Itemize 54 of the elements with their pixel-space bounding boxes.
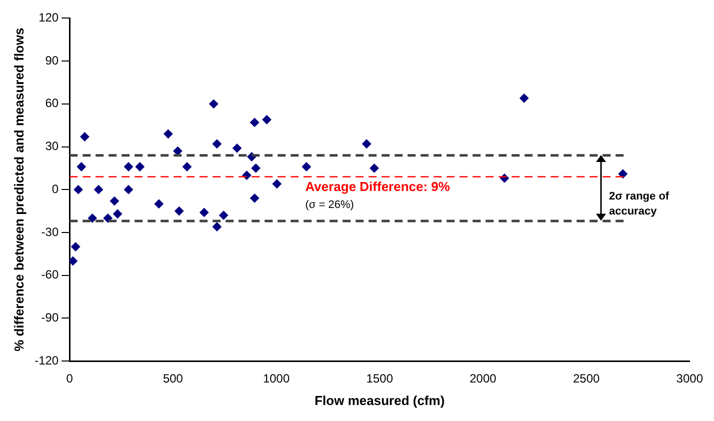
point	[103, 214, 112, 223]
x-tick-label: 2500	[572, 372, 600, 386]
point	[212, 222, 222, 232]
x-tick-label: 0	[66, 372, 74, 386]
y-tick-label: 30	[45, 139, 59, 154]
point	[209, 99, 218, 108]
y-tick-label: -90	[41, 310, 59, 324]
point	[251, 164, 260, 173]
x-tick-label: 2000	[470, 372, 497, 386]
point	[362, 139, 372, 148]
point	[110, 196, 119, 206]
y-axis-title: % difference between predicted and measured flows	[11, 28, 26, 352]
point	[618, 169, 628, 178]
point	[212, 139, 222, 148]
y-tick-label: -30	[41, 224, 59, 239]
point	[200, 208, 209, 217]
point	[74, 185, 83, 194]
point	[154, 199, 164, 208]
point	[164, 129, 173, 138]
point	[135, 162, 144, 172]
point	[174, 206, 184, 216]
point	[250, 118, 260, 127]
point	[272, 179, 282, 188]
point	[302, 162, 311, 172]
point	[250, 194, 260, 203]
point	[370, 164, 379, 173]
point	[520, 94, 529, 103]
point	[113, 209, 122, 218]
x-axis-title: Flow measured (cfm)	[314, 392, 445, 408]
point	[76, 162, 86, 172]
ref-line-label: Average Difference: 9%	[305, 178, 450, 194]
point	[232, 144, 242, 153]
point	[80, 132, 90, 142]
y-tick-label: 0	[52, 182, 59, 196]
annotation: (σ = 26%)	[305, 198, 354, 211]
point	[71, 242, 80, 252]
x-tick-label: 3000	[676, 372, 704, 386]
point	[182, 162, 192, 172]
y-tick-label: 60	[45, 96, 59, 110]
y-tick-label: -60	[41, 268, 59, 282]
point	[219, 210, 228, 220]
point	[124, 162, 134, 172]
point	[124, 185, 134, 194]
y-tick-label: 120	[38, 10, 59, 25]
annotation: 2σ range of accuracy	[608, 190, 670, 218]
y-tick-label: -120	[34, 353, 59, 368]
x-tick-label: 500	[162, 372, 184, 386]
point	[88, 214, 97, 223]
point	[70, 256, 78, 266]
x-tick-label: 1500	[366, 372, 394, 386]
y-tick-label: 90	[45, 53, 59, 68]
point	[262, 115, 272, 124]
x-tick-label: 1000	[262, 372, 290, 386]
point	[94, 185, 104, 194]
